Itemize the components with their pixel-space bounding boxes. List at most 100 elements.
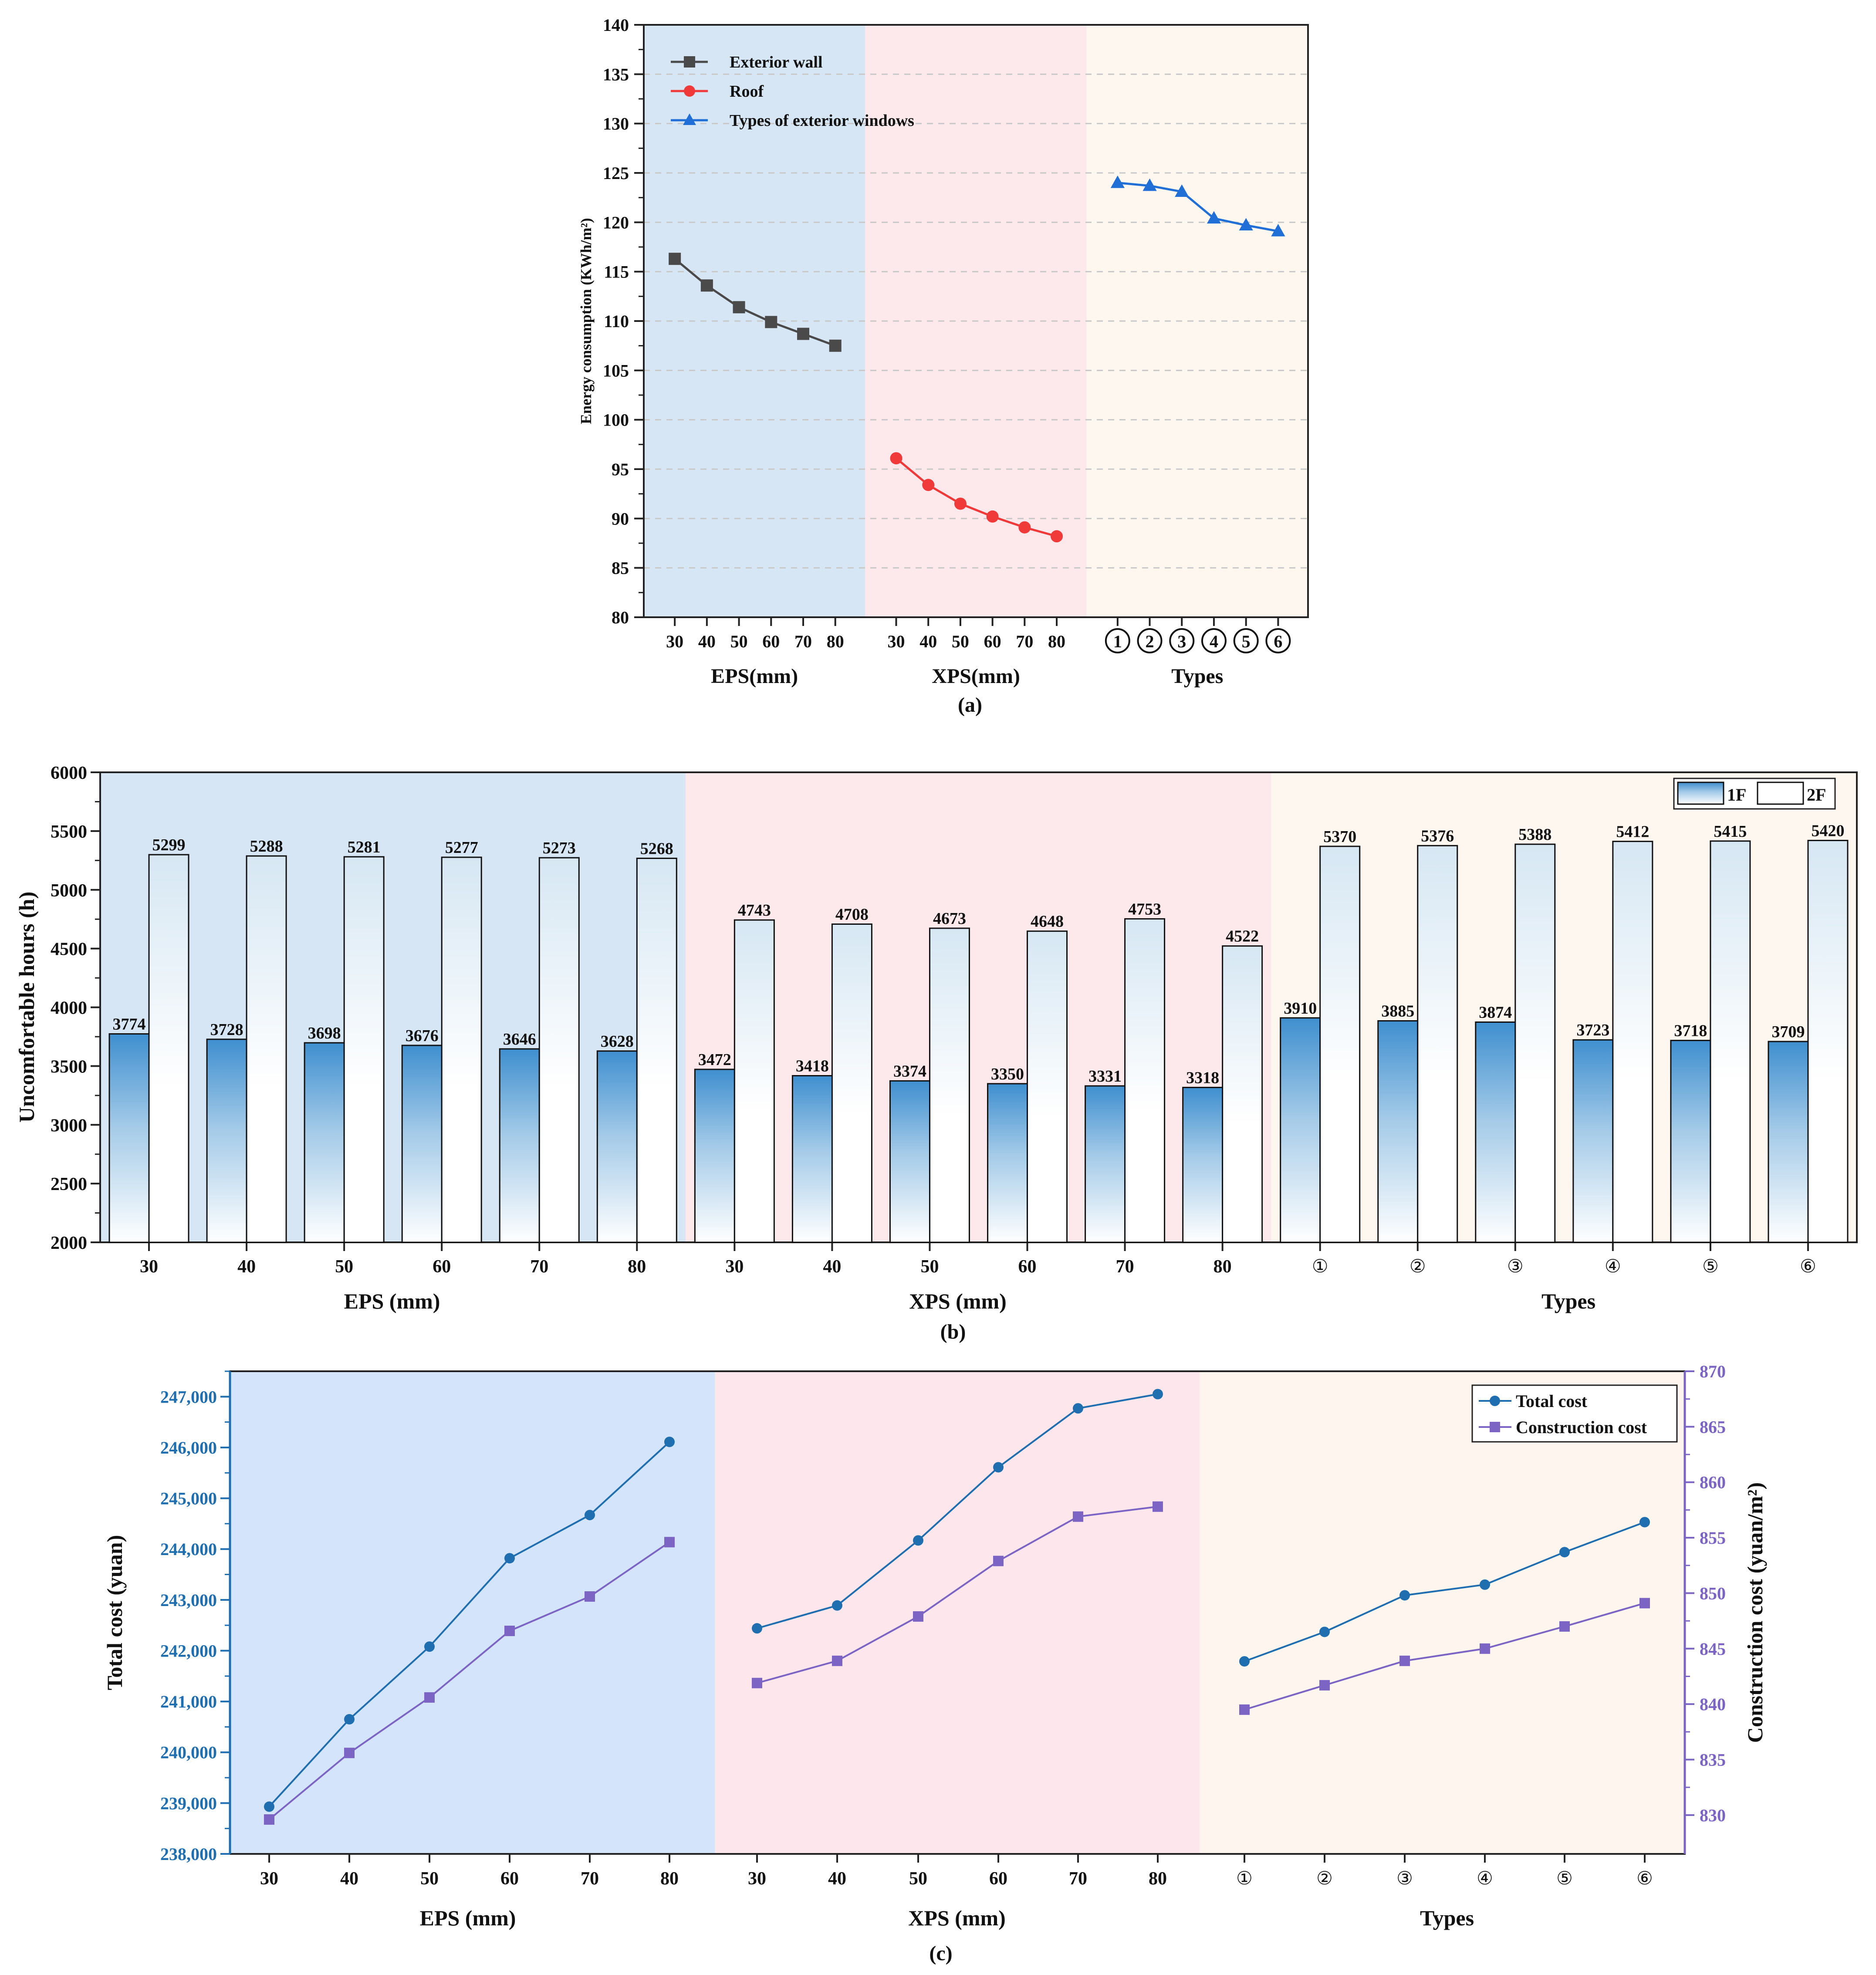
panel-a-x-tick-circle — [1201, 628, 1227, 653]
panel-b-x-tick-label: 30 — [725, 1257, 744, 1277]
panel-b-bar-1F — [1280, 1017, 1321, 1243]
panel-b-legend-swatch-1F — [1677, 781, 1724, 805]
panel-c-data-point — [1239, 1656, 1250, 1667]
panel-b-data-label-1F: 3374 — [893, 1062, 926, 1080]
panel-a-y-tick-label: 80 — [612, 608, 629, 627]
panel-b-data-label-2F: 5388 — [1518, 825, 1552, 844]
panel-b-data-label-1F: 3718 — [1674, 1022, 1707, 1040]
panel-a-x-tick-label: 70 — [1016, 632, 1033, 651]
panel-b-x-group-label: EPS (mm) — [344, 1289, 440, 1313]
panel-b-data-label-2F: 5288 — [250, 837, 283, 856]
panel-a-y-tick-label: 90 — [612, 509, 629, 528]
panel-b-x-tick-label: ② — [1410, 1257, 1426, 1277]
panel-b-bar-1F — [108, 1033, 150, 1243]
panel-a-data-point — [954, 497, 967, 510]
panel-b-bar-2F — [929, 927, 970, 1243]
panel-a-data-point — [986, 510, 999, 523]
panel-c-x-group-label: XPS (mm) — [908, 1906, 1006, 1930]
panel-a-data-point — [922, 479, 935, 491]
panel-b-data-label-1F: 3676 — [406, 1027, 439, 1045]
panel-a-x-tick-label: 40 — [919, 632, 937, 651]
panel-b-data-label-2F: 5273 — [543, 839, 576, 857]
panel-a-x-tick-circle — [1137, 628, 1163, 653]
panel-c-legend-box — [1471, 1384, 1678, 1443]
panel-a-data-point — [797, 328, 809, 340]
panel-a-y-tick-label: 85 — [612, 558, 629, 578]
panel-b-data-label-1F: 3774 — [113, 1015, 146, 1033]
panel-b-bar-1F — [1085, 1085, 1126, 1243]
panel-b-data-label-2F: 5415 — [1714, 822, 1747, 841]
panel-c-data-point — [1319, 1680, 1330, 1691]
panel-b-bar-2F — [1124, 918, 1166, 1243]
panel-c-left-tick-label: 239,000 — [160, 1793, 217, 1813]
panel-a-caption: (a) — [958, 693, 982, 717]
panel-a-x-tick-label: 3 — [1177, 632, 1186, 651]
panel-c-x-tick-label: ④ — [1477, 1869, 1493, 1889]
panel-c-left-tick-label: 242,000 — [160, 1641, 217, 1660]
panel-c-data-point — [424, 1641, 435, 1652]
panel-b-data-label-2F: 5420 — [1811, 822, 1844, 840]
panel-a-series-line-2 — [1117, 182, 1278, 233]
panel-a-x-tick-circle — [1233, 628, 1259, 653]
panel-b-data-label-1F: 3646 — [503, 1030, 536, 1048]
panel-c-cost-chart: 238,000 239,000 240,000 241,000 242,000 243,0… — [102, 1362, 1767, 1965]
panel-b-data-label-2F: 5412 — [1616, 823, 1649, 841]
panel-b-bar-2F — [246, 855, 287, 1243]
panel-b-y-tick-label: 5000 — [51, 881, 87, 901]
panel-b-bar-1F — [206, 1038, 247, 1243]
panel-b-data-label-2F: 4743 — [738, 901, 771, 920]
panel-b-uncomfortable-hours-chart: 2000 2500 3000 3500 4000 4500 5000 5500 6000 Unco… — [14, 763, 1858, 1343]
panel-c-data-point — [1559, 1547, 1570, 1558]
panel-c-x-tick-label: 40 — [828, 1869, 846, 1889]
panel-c-data-point — [264, 1814, 274, 1825]
panel-c-left-tick-label: 246,000 — [160, 1438, 217, 1458]
panel-c-series-line-1 — [268, 1541, 670, 1820]
panel-a-x-tick-circle — [1265, 628, 1291, 653]
panel-c-data-point — [993, 1462, 1004, 1473]
panel-c-data-point — [1639, 1598, 1650, 1609]
panel-a-data-point — [1051, 530, 1063, 543]
panel-a-data-point — [890, 452, 903, 465]
panel-a-x-tick-label: 5 — [1242, 632, 1251, 651]
panel-b-bar-2F — [1514, 843, 1556, 1243]
panel-b-band-0 — [100, 772, 686, 1242]
panel-c-right-tick-label: 840 — [1700, 1694, 1726, 1714]
panel-a-data-point — [733, 301, 745, 314]
panel-c-data-point — [1073, 1403, 1083, 1414]
panel-b-data-label-2F: 5281 — [348, 838, 381, 856]
panel-b-y-tick-label: 6000 — [51, 763, 87, 783]
panel-c-data-point — [1073, 1511, 1083, 1522]
panel-b-data-label-2F: 5370 — [1323, 828, 1356, 846]
panel-c-left-tick-label: 243,000 — [160, 1590, 217, 1610]
panel-b-x-tick-label: ③ — [1507, 1257, 1524, 1277]
panel-a-x-group-label: Types — [1171, 665, 1223, 688]
panel-a-data-point — [1271, 223, 1285, 237]
panel-b-y-tick-label: 2500 — [51, 1174, 87, 1194]
panel-b-bar-2F — [1807, 839, 1849, 1243]
panel-c-x-tick-label: 30 — [748, 1869, 766, 1889]
panel-c-x-group-label: EPS (mm) — [420, 1906, 516, 1930]
panel-a-x-tick-label: 60 — [984, 632, 1001, 651]
panel-c-data-point — [1559, 1621, 1570, 1632]
panel-b-data-label-1F: 3874 — [1479, 1003, 1512, 1021]
panel-b-data-label-1F: 3318 — [1186, 1069, 1219, 1087]
panel-c-left-tick-label: 247,000 — [160, 1387, 217, 1407]
panel-a-x-tick-label: 40 — [698, 632, 716, 651]
panel-a-data-point — [1239, 218, 1253, 231]
panel-c-x-tick-label: 60 — [500, 1869, 519, 1889]
panel-c-caption: (c) — [929, 1942, 952, 1965]
panel-b-x-tick-label: 80 — [628, 1257, 646, 1277]
panel-b-data-label-2F: 5376 — [1421, 827, 1454, 845]
panel-a-x-tick-label: 80 — [1048, 632, 1065, 651]
panel-b-x-tick-label: ① — [1312, 1257, 1328, 1277]
panel-b-x-tick-label: 70 — [530, 1257, 548, 1277]
panel-b-bar-1F — [596, 1050, 638, 1243]
panel-c-data-point — [1399, 1590, 1410, 1601]
panel-b-x-tick-label: 50 — [920, 1257, 939, 1277]
panel-a-data-point — [1175, 184, 1189, 197]
panel-b-bar-2F — [636, 857, 677, 1243]
panel-c-data-point — [344, 1714, 355, 1725]
panel-c-legend-marker — [1490, 1396, 1500, 1406]
panel-a-legend-marker — [684, 56, 695, 68]
